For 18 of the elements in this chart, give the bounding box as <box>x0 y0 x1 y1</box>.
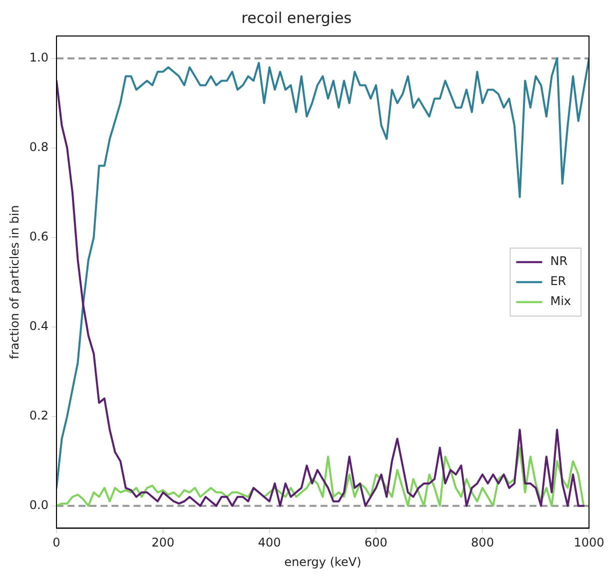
x-tick-label: 0 <box>52 536 60 550</box>
y-tick-label: 0.0 <box>29 498 48 512</box>
legend-label: NR <box>550 254 568 268</box>
x-tick-label: 400 <box>258 536 281 550</box>
x-tick-label: 600 <box>364 536 388 550</box>
x-tick-label: 800 <box>471 536 494 550</box>
y-tick-label: 0.4 <box>29 318 48 333</box>
chart-title: recoil energies <box>241 8 352 27</box>
y-tick-label: 1.0 <box>29 50 48 64</box>
legend-label: ER <box>550 274 566 288</box>
y-axis-title: fraction of particles in bin <box>7 205 22 360</box>
x-tick-label: 1000 <box>574 536 604 550</box>
y-tick-label: 0.2 <box>29 408 48 422</box>
x-tick-label: 200 <box>152 536 174 550</box>
y-tick-label: 0.8 <box>29 140 48 154</box>
legend-label: Mix <box>550 294 572 308</box>
y-tick-label: 0.6 <box>29 229 48 244</box>
x-axis-title: energy (keV) <box>284 554 362 569</box>
